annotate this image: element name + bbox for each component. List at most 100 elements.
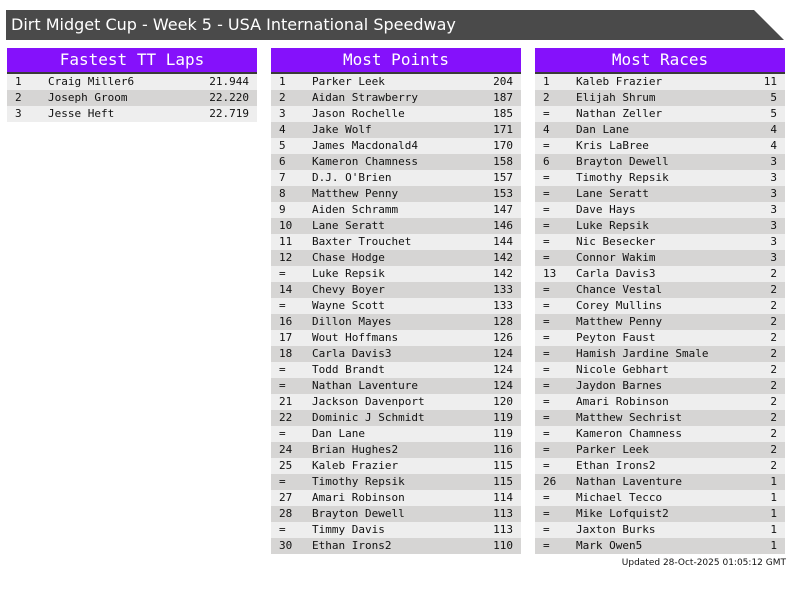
table-row: = Nicole Gebhart 2 [535, 362, 785, 378]
table-row: 17 Wout Hoffmans 126 [271, 330, 521, 346]
name: Brian Hughes2 [312, 443, 399, 456]
table-row: = Wayne Scott 133 [271, 298, 521, 314]
name: Brayton Dewell [312, 507, 405, 520]
value: 4 [770, 123, 777, 136]
value: 3 [770, 235, 777, 248]
table-row: 1 Parker Leek 204 [271, 74, 521, 90]
name: Chevy Boyer [312, 283, 385, 296]
rank: 26 [543, 475, 557, 488]
rank: 18 [279, 347, 293, 360]
rank: 2 [15, 91, 22, 104]
name: Craig Miller6 [48, 75, 135, 88]
rank: 8 [279, 187, 286, 200]
name: Nathan Zeller [576, 107, 663, 120]
name: Jackson Davenport [312, 395, 425, 408]
rank: 25 [279, 459, 293, 472]
table-row: 8 Matthew Penny 153 [271, 186, 521, 202]
table-row: = Ethan Irons2 2 [535, 458, 785, 474]
rank: 3 [15, 107, 22, 120]
rank: 14 [279, 283, 293, 296]
table-row: 14 Chevy Boyer 133 [271, 282, 521, 298]
name: Kaleb Frazier [312, 459, 399, 472]
name: Jason Rochelle [312, 107, 405, 120]
table-row: 12 Chase Hodge 142 [271, 250, 521, 266]
value: 2 [770, 283, 777, 296]
table-row: = Lane Seratt 3 [535, 186, 785, 202]
table-row: = Kris LaBree 4 [535, 138, 785, 154]
table-row: 22 Dominic J Schmidt 119 [271, 410, 521, 426]
name: Lane Seratt [312, 219, 385, 232]
table-row: = Matthew Penny 2 [535, 314, 785, 330]
name: Parker Leek [576, 443, 649, 456]
name: Ethan Irons2 [312, 539, 392, 552]
value: 124 [493, 347, 513, 360]
name: Dillon Mayes [312, 315, 392, 328]
table-row: = Nathan Laventure 124 [271, 378, 521, 394]
name: Dan Lane [576, 123, 629, 136]
value: 170 [493, 139, 513, 152]
value: 119 [493, 411, 513, 424]
rank: = [543, 203, 550, 216]
rank: = [543, 523, 550, 536]
rank: = [543, 187, 550, 200]
rank: = [543, 363, 550, 376]
rank: 6 [543, 155, 550, 168]
name: Corey Mullins [576, 299, 663, 312]
table-row: = Dave Hays 3 [535, 202, 785, 218]
value: 1 [770, 491, 777, 504]
rank: = [279, 523, 286, 536]
rank: 17 [279, 331, 293, 344]
name: James Macdonald4 [312, 139, 418, 152]
table-row: = Mark Owen5 1 [535, 538, 785, 554]
table-row: 2 Joseph Groom 22.220 [7, 90, 257, 106]
rank: = [543, 331, 550, 344]
table-row: 27 Amari Robinson 114 [271, 490, 521, 506]
name: Nicole Gebhart [576, 363, 669, 376]
name: Jaxton Burks [576, 523, 656, 536]
value: 3 [770, 171, 777, 184]
rank: = [543, 491, 550, 504]
value: 2 [770, 411, 777, 424]
table-row: = Connor Wakim 3 [535, 250, 785, 266]
table-row: 11 Baxter Trouchet 144 [271, 234, 521, 250]
name: Jaydon Barnes [576, 379, 663, 392]
rank: 13 [543, 267, 557, 280]
table-row: 4 Jake Wolf 171 [271, 122, 521, 138]
value: 147 [493, 203, 513, 216]
value: 146 [493, 219, 513, 232]
rank: 1 [279, 75, 286, 88]
table-row: 7 D.J. O'Brien 157 [271, 170, 521, 186]
name: Timmy Davis [312, 523, 385, 536]
rank: 4 [279, 123, 286, 136]
rank: = [543, 315, 550, 328]
name: Amari Robinson [576, 395, 669, 408]
table-row: = Nathan Zeller 5 [535, 106, 785, 122]
rank: 5 [279, 139, 286, 152]
table-row: 5 James Macdonald4 170 [271, 138, 521, 154]
table-row: 10 Lane Seratt 146 [271, 218, 521, 234]
name: Connor Wakim [576, 251, 656, 264]
table-row: 26 Nathan Laventure 1 [535, 474, 785, 490]
rank: 30 [279, 539, 293, 552]
value: 3 [770, 187, 777, 200]
panel-title: Fastest TT Laps [7, 48, 257, 74]
value: 21.944 [209, 75, 249, 88]
table-row: = Michael Tecco 1 [535, 490, 785, 506]
table-row: = Amari Robinson 2 [535, 394, 785, 410]
table-row: = Nic Besecker 3 [535, 234, 785, 250]
rank: 1 [543, 75, 550, 88]
name: Aiden Schramm [312, 203, 399, 216]
rank: 28 [279, 507, 293, 520]
table-row: = Luke Repsik 3 [535, 218, 785, 234]
name: Joseph Groom [48, 91, 128, 104]
table-row: 2 Elijah Shrum 5 [535, 90, 785, 106]
value: 133 [493, 299, 513, 312]
value: 113 [493, 523, 513, 536]
rank: 11 [279, 235, 293, 248]
name: Timothy Repsik [312, 475, 405, 488]
name: Kameron Chamness [576, 427, 682, 440]
value: 11 [763, 75, 777, 88]
value: 124 [493, 379, 513, 392]
name: Elijah Shrum [576, 91, 656, 104]
table-row: 3 Jesse Heft 22.719 [7, 106, 257, 122]
